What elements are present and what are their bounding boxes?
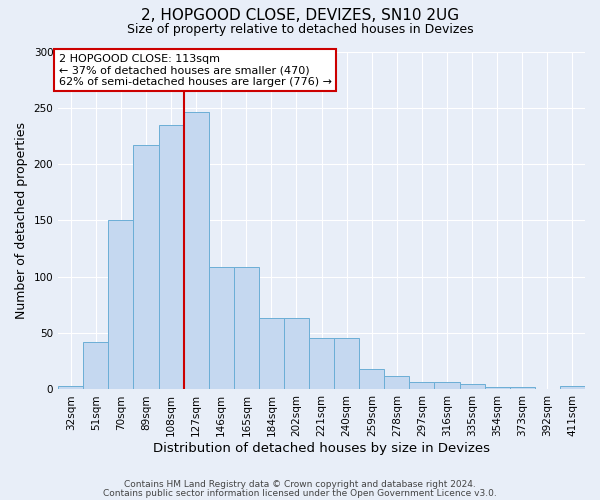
Bar bbox=[385, 376, 409, 390]
Y-axis label: Number of detached properties: Number of detached properties bbox=[15, 122, 28, 319]
Bar bbox=[359, 369, 385, 390]
Bar bbox=[259, 318, 284, 390]
Bar bbox=[409, 382, 434, 390]
Bar bbox=[109, 220, 133, 390]
Bar bbox=[485, 387, 510, 390]
Text: 2 HOPGOOD CLOSE: 113sqm
← 37% of detached houses are smaller (470)
62% of semi-d: 2 HOPGOOD CLOSE: 113sqm ← 37% of detache… bbox=[59, 54, 332, 87]
Bar bbox=[209, 266, 234, 390]
X-axis label: Distribution of detached houses by size in Devizes: Distribution of detached houses by size … bbox=[153, 442, 490, 455]
Bar bbox=[309, 338, 334, 390]
Bar bbox=[560, 386, 585, 390]
Bar bbox=[83, 342, 109, 390]
Bar bbox=[460, 384, 485, 390]
Bar bbox=[58, 386, 83, 390]
Bar bbox=[510, 387, 535, 390]
Bar bbox=[158, 124, 184, 390]
Bar bbox=[334, 338, 359, 390]
Text: Size of property relative to detached houses in Devizes: Size of property relative to detached ho… bbox=[127, 22, 473, 36]
Bar bbox=[184, 112, 209, 390]
Text: Contains HM Land Registry data © Crown copyright and database right 2024.: Contains HM Land Registry data © Crown c… bbox=[124, 480, 476, 489]
Bar bbox=[434, 382, 460, 390]
Bar bbox=[234, 266, 259, 390]
Bar bbox=[133, 145, 158, 390]
Text: Contains public sector information licensed under the Open Government Licence v3: Contains public sector information licen… bbox=[103, 489, 497, 498]
Bar bbox=[284, 318, 309, 390]
Text: 2, HOPGOOD CLOSE, DEVIZES, SN10 2UG: 2, HOPGOOD CLOSE, DEVIZES, SN10 2UG bbox=[141, 8, 459, 22]
